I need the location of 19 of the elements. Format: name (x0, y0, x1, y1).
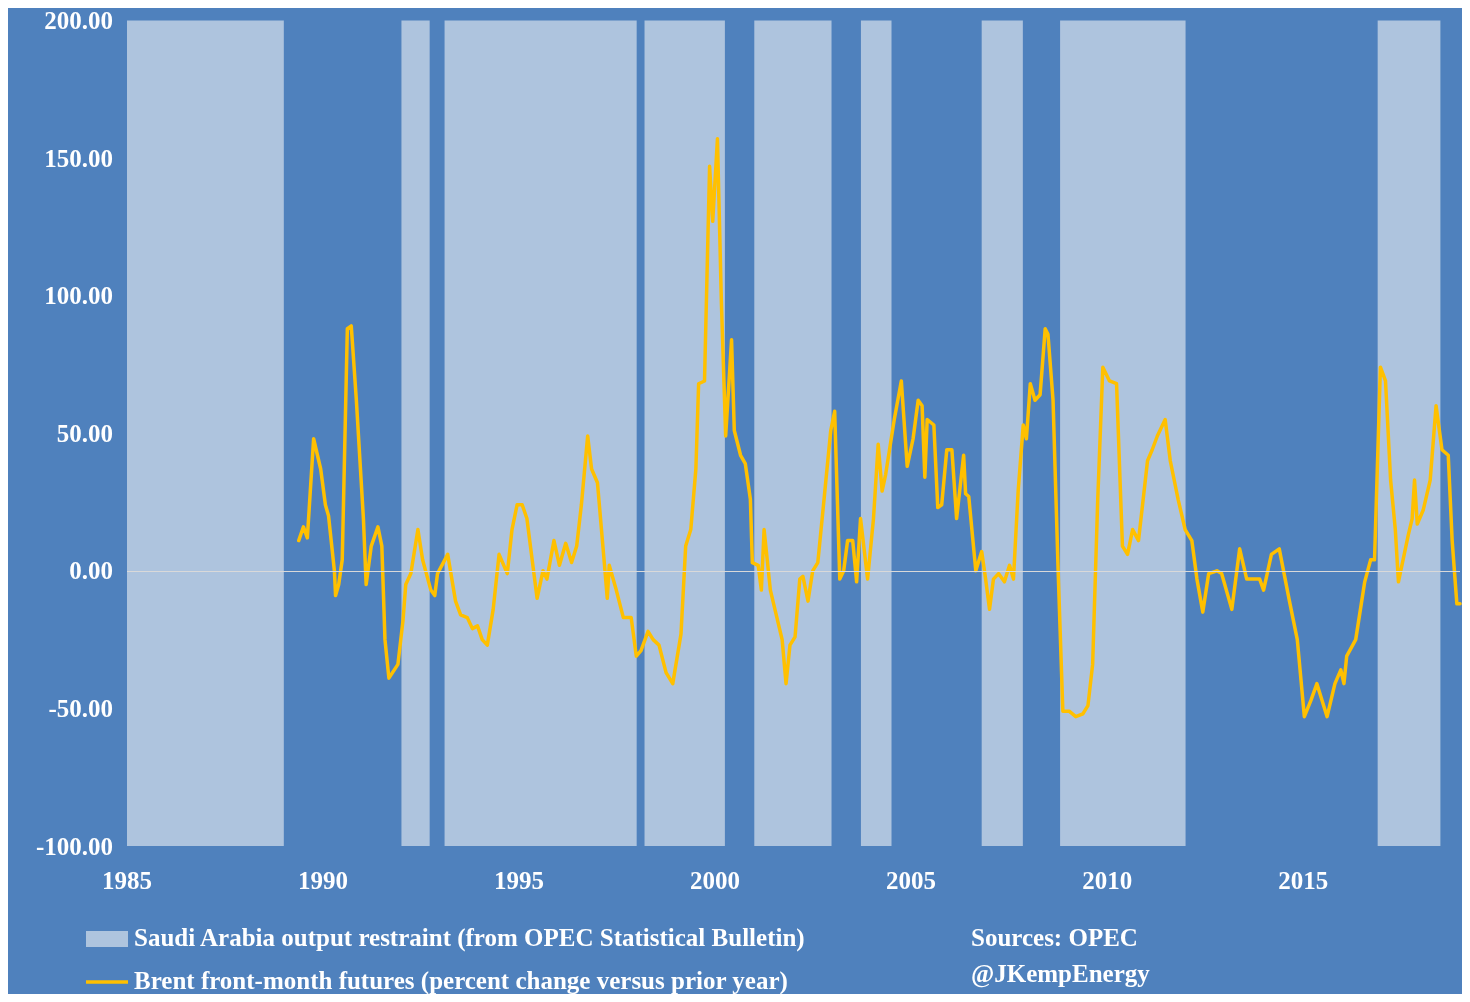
source-note: Sources: OPEC (971, 924, 1138, 951)
y-tick-label: 50.00 (56, 419, 113, 447)
y-tick-label: 200.00 (44, 7, 113, 34)
legend-label: Saudi Arabia output restraint (from OPEC Statistical Bulletin) (134, 924, 805, 952)
line-series (296, 137, 1462, 719)
y-tick-label: -100.00 (35, 832, 113, 860)
x-tick-label: 1995 (494, 867, 545, 894)
y-tick-label: -50.00 (48, 694, 113, 722)
x-tick-label: 1985 (102, 867, 152, 894)
x-tick-label: 2015 (1278, 867, 1329, 894)
y-tick-label: 150.00 (44, 144, 113, 172)
y-tick-label: 0.00 (69, 557, 113, 585)
y-tick-label: 100.00 (44, 282, 113, 310)
x-tick-label: 2010 (1082, 867, 1133, 894)
x-tick-label: 2000 (690, 867, 741, 894)
x-tick-label: 2005 (886, 867, 937, 894)
text: @JKempEnergy (971, 960, 1151, 988)
legend-label: Brent front-month futures (percent change versus prior year) (134, 967, 788, 995)
x-tick-label: 1990 (298, 867, 349, 894)
